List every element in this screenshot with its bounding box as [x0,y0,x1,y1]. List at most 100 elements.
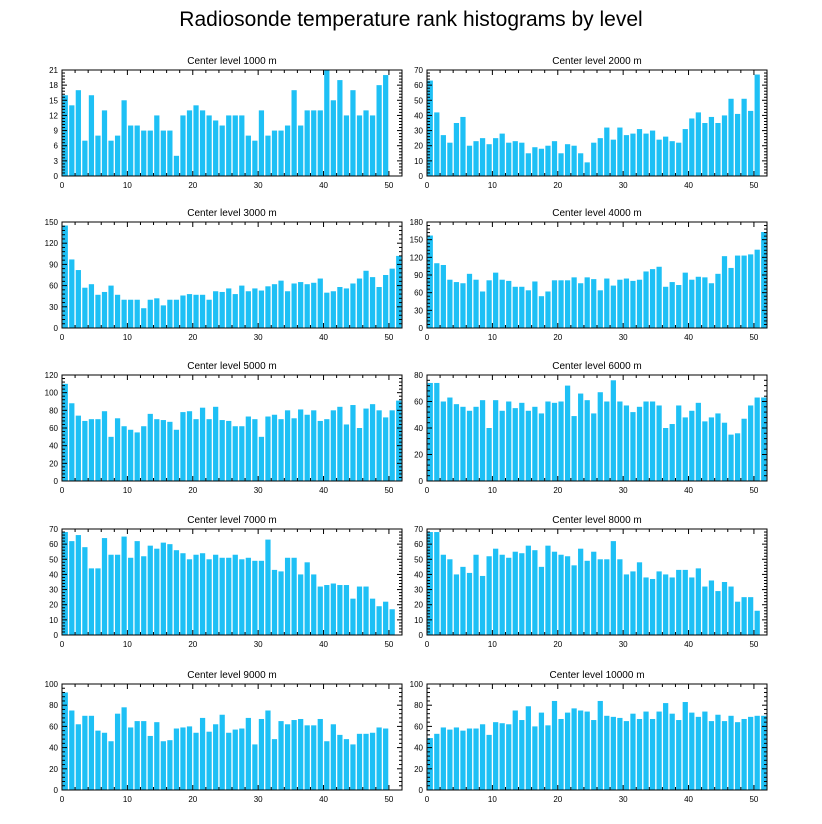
histogram-bar [695,276,701,328]
histogram-bar [728,98,734,176]
x-tick-label: 0 [425,640,430,649]
histogram-bar [447,142,453,176]
histogram-bar [114,713,121,790]
histogram-bar [154,298,160,328]
histogram-bar [669,713,675,790]
x-tick-label: 10 [488,333,497,342]
histogram-bar [741,718,747,790]
histogram-bar [219,291,225,328]
histogram-bar [748,254,754,328]
y-tick-label: 0 [54,477,59,486]
histogram-bar [538,148,545,176]
y-tick-label: 18 [49,81,58,90]
y-tick-label: 0 [419,477,424,486]
histogram-bar [610,541,616,635]
histogram-bar [167,544,173,635]
histogram-bar [95,568,101,635]
x-tick-label: 50 [384,333,393,342]
histogram-bar [479,138,486,176]
histogram-bar [427,532,433,635]
histogram-bar [506,280,512,328]
histogram-bar [304,284,310,328]
histogram-bar [62,383,68,481]
histogram-bar [525,706,531,790]
histogram-bar [532,550,538,635]
histogram-bar [584,162,590,176]
histogram-bar [473,406,479,481]
histogram-bar [473,728,479,790]
histogram-bar [630,133,636,176]
histogram-bar [337,287,343,328]
histogram-bar [206,115,212,176]
histogram-bar [298,574,304,635]
histogram-bar [141,308,147,328]
histogram-bar [466,145,473,176]
histogram-bar [545,725,551,790]
histogram-bar [532,726,538,790]
y-tick-label: 3 [54,157,59,166]
histogram-bar [383,75,389,176]
histogram-bar [343,115,350,176]
histogram-bar [695,568,701,635]
histogram-bar [493,272,499,328]
histogram-bar [558,554,564,635]
histogram-bar [447,559,453,635]
histogram-bar [761,715,767,790]
y-tick-label: 6 [54,142,59,151]
histogram-bar [708,721,715,790]
histogram-bar [610,380,616,481]
histogram-bar [121,707,127,790]
histogram-bar [317,420,323,481]
histogram-bar [519,286,525,328]
histogram-bar [311,410,317,481]
histogram-panel: Center level 10000 m 0 20 40 60 80 100 0 10 20 30 4… [410,670,768,804]
histogram-bar [734,601,741,635]
histogram-bar [186,411,193,481]
histogram-panel: Center level 9000 m 0 20 40 60 80 100 0 10 20 30 40… [45,670,403,804]
histogram-bar [669,424,675,481]
histogram-bar [473,141,479,176]
histogram-bar [389,410,395,481]
histogram-bar [304,414,310,481]
histogram-bar [597,392,603,481]
y-tick-label: 60 [414,722,423,731]
panel-title: Center level 9000 m [187,670,277,681]
histogram-bar [337,80,343,176]
histogram-bar [121,299,127,328]
histogram-bar [160,305,166,328]
histogram-bar [754,397,760,481]
histogram-bar [376,410,382,481]
histogram-panel: Center level 4000 m 0 30 60 90 120 150 180 0 10 20… [410,208,768,342]
histogram-bar [499,410,505,481]
histogram-bar [748,405,754,481]
histogram-bar [258,560,265,635]
histogram-bar [708,283,715,328]
y-tick-label: 20 [49,459,58,468]
histogram-bar [519,553,525,635]
histogram-bar [265,286,271,328]
x-tick-label: 10 [123,640,132,649]
histogram-bar [193,554,199,635]
x-tick-label: 0 [60,181,65,190]
histogram-bar [715,591,721,635]
histogram-bar [108,436,114,481]
histogram-bar [147,545,153,635]
histogram-bar [245,717,251,790]
y-tick-label: 40 [49,744,58,753]
histogram-bar [545,545,551,635]
x-tick-label: 20 [553,181,562,190]
histogram-bar [173,155,180,176]
panel-title: Center level 10000 m [549,670,644,681]
y-tick-label: 60 [414,81,423,90]
histogram-bar [108,140,114,176]
x-tick-label: 40 [684,640,693,649]
histogram-bar [337,734,343,790]
histogram-bar [597,559,603,635]
y-tick-label: 20 [49,765,58,774]
histogram-panel: Center level 7000 m 0 10 20 30 40 50 60 70 0 10 20 3… [49,515,403,649]
histogram-bar [591,413,597,481]
histogram-panel: Center level 3000 m 0 30 60 90 120 150 0 10 20 30 4… [45,208,403,342]
histogram-bar [213,291,219,328]
histogram-bar [317,718,323,790]
histogram-bar [298,125,304,176]
